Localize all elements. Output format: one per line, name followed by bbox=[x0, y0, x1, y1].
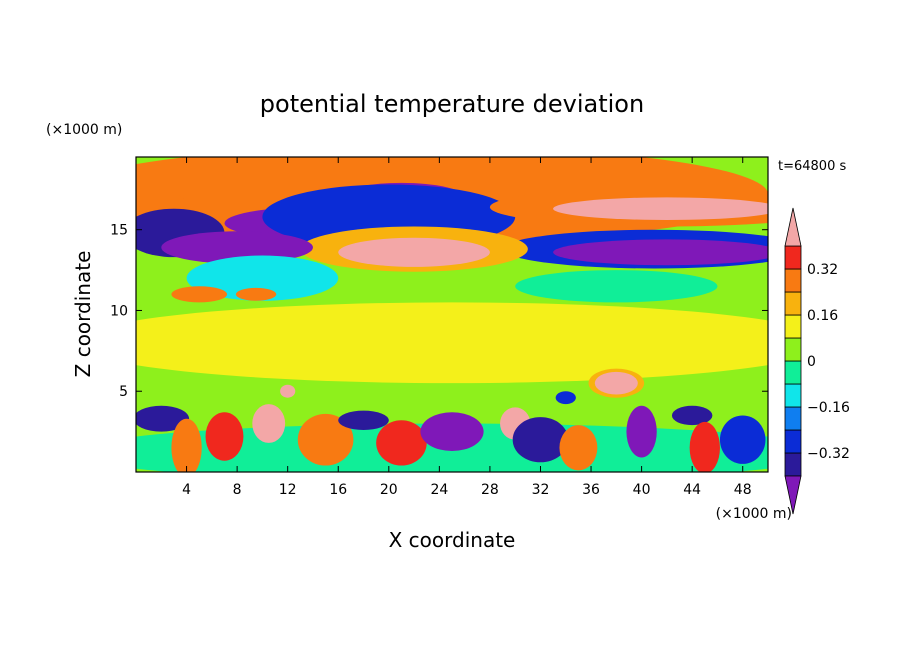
x-tick-label: 48 bbox=[734, 482, 752, 498]
contour-region bbox=[161, 231, 313, 264]
contour-region bbox=[626, 405, 657, 458]
colorbar-band bbox=[784, 429, 802, 454]
contour-field bbox=[136, 157, 768, 472]
colorbar: 0.32 0.16 0 −0.16 −0.32 bbox=[784, 207, 850, 515]
contour-region bbox=[555, 391, 576, 405]
contour-region bbox=[559, 425, 598, 471]
contour-regions bbox=[136, 157, 768, 472]
contour-region bbox=[719, 415, 766, 464]
contour-region bbox=[186, 255, 339, 301]
x-tick-label: 24 bbox=[430, 482, 448, 498]
x-tick-label: 28 bbox=[481, 482, 499, 498]
contour-region bbox=[376, 420, 427, 466]
z-unit-label: (×1000 m) bbox=[46, 122, 122, 138]
colorbar-band bbox=[784, 245, 802, 270]
x-unit-label: (×1000 m) bbox=[716, 506, 792, 522]
x-tick-label: 16 bbox=[329, 482, 347, 498]
y-tick-label: 10 bbox=[110, 303, 128, 319]
colorbar-band bbox=[784, 360, 802, 385]
contour-region bbox=[512, 417, 569, 463]
contour-region bbox=[594, 371, 638, 395]
x-tick-label: 20 bbox=[380, 482, 398, 498]
contour-region bbox=[171, 286, 228, 303]
contour-region bbox=[235, 287, 277, 301]
x-tick-label: 32 bbox=[532, 482, 550, 498]
colorbar-label: 0 bbox=[807, 354, 816, 370]
contour-region bbox=[136, 302, 768, 384]
colorbar-label: −0.16 bbox=[807, 400, 850, 416]
contour-region bbox=[515, 270, 718, 303]
y-tick-label: 15 bbox=[110, 223, 128, 239]
colorbar-band bbox=[784, 268, 802, 293]
contour-region bbox=[252, 404, 286, 443]
x-tick-label: 4 bbox=[182, 482, 191, 498]
contour-region bbox=[671, 405, 713, 426]
contour-region bbox=[338, 410, 389, 430]
colorbar-band bbox=[784, 291, 802, 316]
contour-region bbox=[280, 384, 296, 398]
y-axis: 5 10 15 bbox=[110, 223, 768, 400]
contour-region bbox=[553, 197, 768, 220]
colorbar-band bbox=[784, 314, 802, 339]
contour-region bbox=[689, 421, 720, 472]
x-tick-label: 8 bbox=[233, 482, 242, 498]
x-axis-label: X coordinate bbox=[389, 528, 516, 552]
contour-region bbox=[171, 418, 202, 472]
colorbar-label: 0.32 bbox=[807, 262, 838, 278]
x-axis: 4 8 12 16 20 24 28 32 36 40 44 48 bbox=[182, 157, 752, 498]
chart-title: potential temperature deviation bbox=[260, 90, 644, 118]
x-tick-label: 44 bbox=[683, 482, 701, 498]
x-tick-label: 40 bbox=[633, 482, 651, 498]
contour-region bbox=[136, 405, 190, 432]
contour-region bbox=[205, 412, 244, 461]
colorbar-band bbox=[784, 383, 802, 408]
y-axis-label: Z coordinate bbox=[71, 251, 95, 378]
contour-region bbox=[297, 413, 354, 466]
plot-frame bbox=[135, 156, 769, 473]
colorbar-band bbox=[784, 337, 802, 362]
x-tick-label: 12 bbox=[279, 482, 297, 498]
contour-region bbox=[338, 237, 490, 267]
colorbar-extend-min bbox=[784, 475, 802, 515]
colorbar-band bbox=[784, 406, 802, 431]
y-tick-label: 5 bbox=[119, 384, 128, 400]
x-tick-label: 36 bbox=[582, 482, 600, 498]
colorbar-label: 0.16 bbox=[807, 308, 838, 324]
time-label: t=64800 s bbox=[778, 159, 846, 174]
contour-region bbox=[553, 239, 768, 266]
colorbar-extend-max bbox=[784, 207, 802, 247]
colorbar-band bbox=[784, 452, 802, 477]
contour-region bbox=[420, 412, 484, 451]
colorbar-label: −0.32 bbox=[807, 446, 850, 462]
